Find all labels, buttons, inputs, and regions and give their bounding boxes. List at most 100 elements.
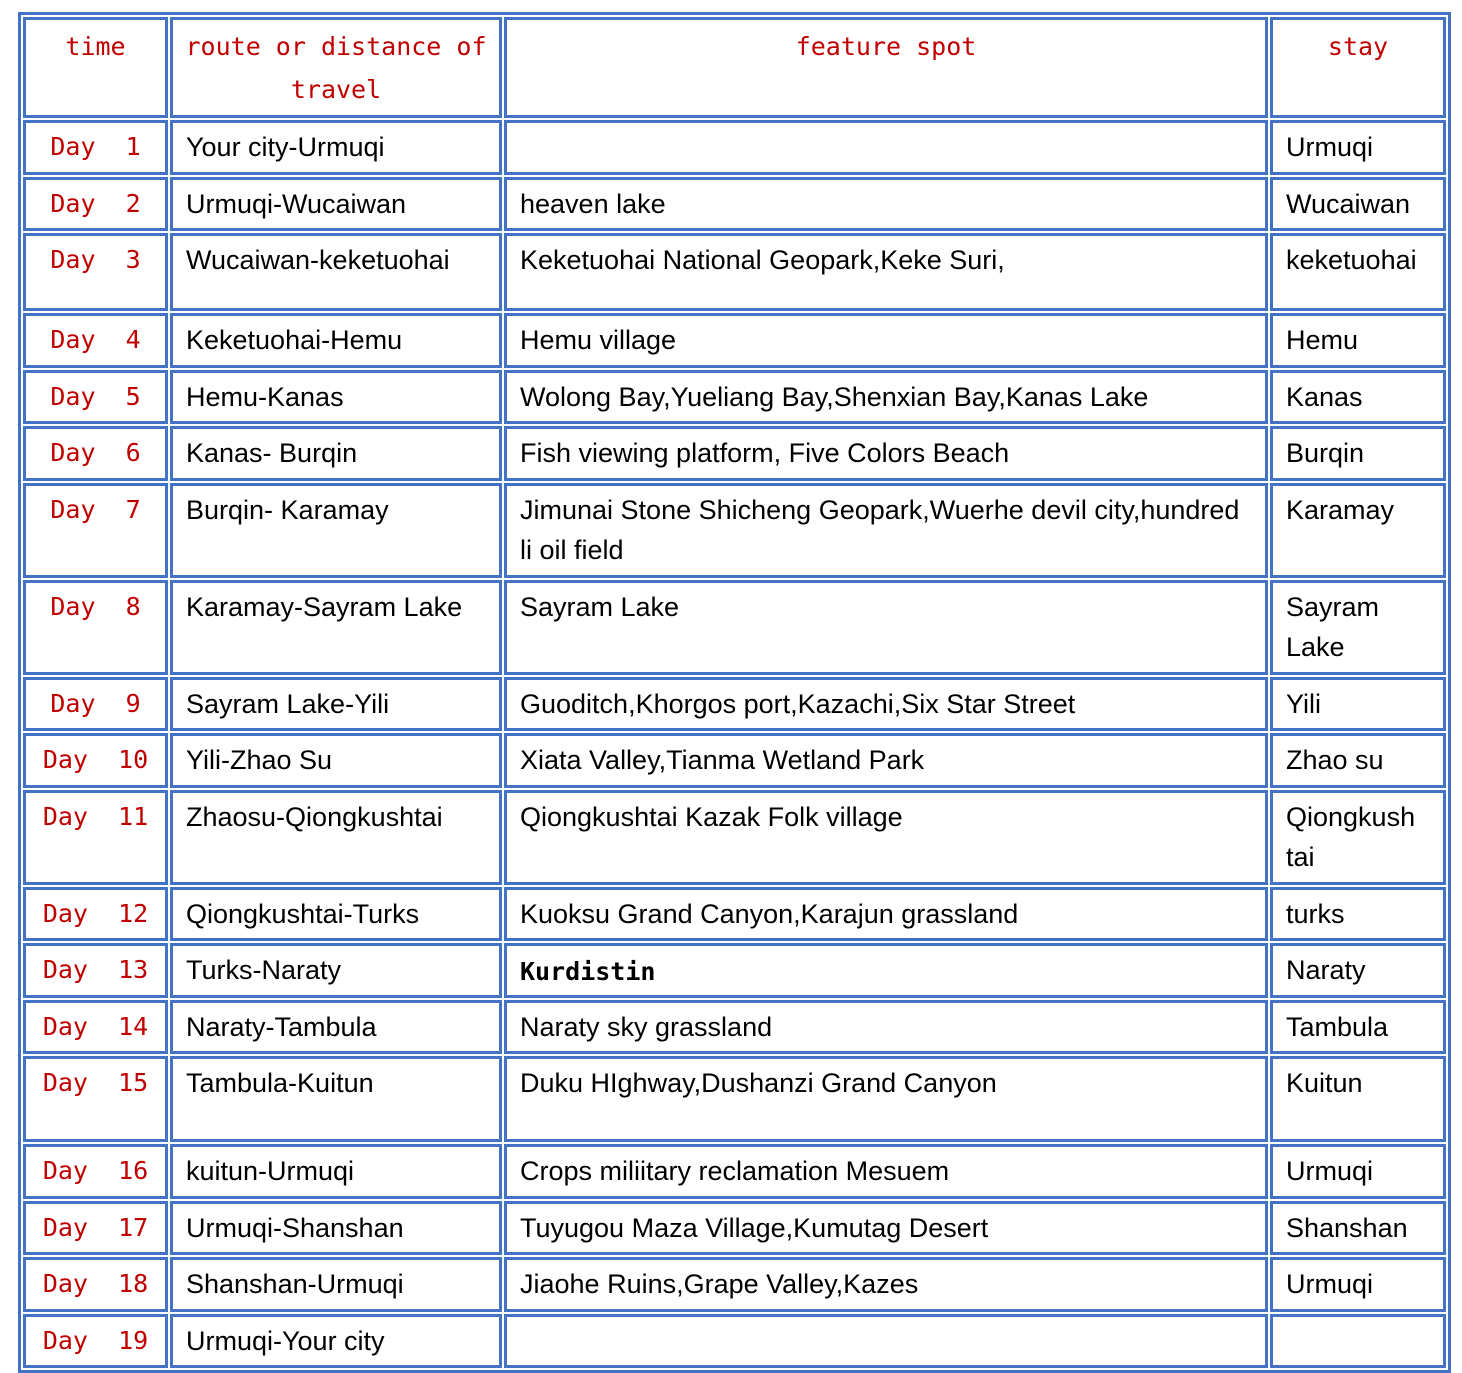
day-cell: Day 1 — [23, 120, 168, 175]
route-cell: Sayram Lake-Yili — [170, 676, 502, 731]
route-cell: Urmuqi-Shanshan — [170, 1200, 502, 1255]
stay-cell: Kuitun — [1270, 1056, 1446, 1142]
route-cell: Zhaosu-Qiongkushtai — [170, 789, 502, 885]
feature-cell: Wolong Bay,Yueliang Bay,Shenxian Bay,Kan… — [504, 369, 1268, 424]
itinerary-row-day-18: Day 18 Shanshan-Urmuqi Jiaohe Ruins,Grap… — [23, 1257, 1446, 1312]
feature-cell: Xiata Valley,Tianma Wetland Park — [504, 733, 1268, 788]
itinerary-row-day-4: Day 4 Keketuohai-Hemu Hemu village Hemu — [23, 313, 1446, 368]
day-cell: Day 3 — [23, 233, 168, 311]
itinerary-row-day-8: Day 8 Karamay-Sayram Lake Sayram Lake Sa… — [23, 579, 1446, 675]
day-cell: Day 13 — [23, 943, 168, 998]
route-cell: Burqin- Karamay — [170, 482, 502, 578]
route-cell: Kanas- Burqin — [170, 426, 502, 481]
stay-cell: keketuohai — [1270, 233, 1446, 311]
route-cell: Naraty-Tambula — [170, 999, 502, 1054]
stay-cell: Yili — [1270, 676, 1446, 731]
header-row: time route or distance of travel feature… — [23, 17, 1446, 118]
feature-cell — [504, 120, 1268, 175]
route-cell: Qiongkushtai-Turks — [170, 886, 502, 941]
itinerary-row-day-1: Day 1 Your city-Urmuqi Urmuqi — [23, 120, 1446, 175]
stay-cell: Sayram Lake — [1270, 579, 1446, 675]
stay-cell: Hemu — [1270, 313, 1446, 368]
stay-cell: Tambula — [1270, 999, 1446, 1054]
feature-cell: Duku HIghway,Dushanzi Grand Canyon — [504, 1056, 1268, 1142]
itinerary-row-day-19: Day 19 Urmuqi-Your city — [23, 1313, 1446, 1368]
feature-cell — [504, 1313, 1268, 1368]
time-column-header: time — [23, 17, 168, 118]
stay-cell: Urmuqi — [1270, 120, 1446, 175]
stay-cell: Kanas — [1270, 369, 1446, 424]
day-cell: Day 9 — [23, 676, 168, 731]
itinerary-row-day-14: Day 14 Naraty-Tambula Naraty sky grassla… — [23, 999, 1446, 1054]
stay-cell — [1270, 1313, 1446, 1368]
feature-cell: Guoditch,Khorgos port,Kazachi,Six Star S… — [504, 676, 1268, 731]
feature-cell: Keketuohai National Geopark,Keke Suri, — [504, 233, 1268, 311]
stay-cell: Shanshan — [1270, 1200, 1446, 1255]
day-cell: Day 15 — [23, 1056, 168, 1142]
stay-cell: Urmuqi — [1270, 1257, 1446, 1312]
stay-column-header: stay — [1270, 17, 1446, 118]
itinerary-row-day-17: Day 17 Urmuqi-Shanshan Tuyugou Maza Vill… — [23, 1200, 1446, 1255]
day-cell: Day 8 — [23, 579, 168, 675]
day-cell: Day 11 — [23, 789, 168, 885]
feature-cell: Sayram Lake — [504, 579, 1268, 675]
itinerary-row-day-6: Day 6 Kanas- Burqin Fish viewing platfor… — [23, 426, 1446, 481]
day-cell: Day 12 — [23, 886, 168, 941]
itinerary-row-day-12: Day 12 Qiongkushtai-Turks Kuoksu Grand C… — [23, 886, 1446, 941]
route-cell: Yili-Zhao Su — [170, 733, 502, 788]
stay-cell: Qiongkushtai — [1270, 789, 1446, 885]
route-cell: Keketuohai-Hemu — [170, 313, 502, 368]
itinerary-table: time route or distance of travel feature… — [18, 12, 1451, 1373]
feature-cell: Kurdistin — [504, 943, 1268, 998]
feature-cell: Fish viewing platform, Five Colors Beach — [504, 426, 1268, 481]
route-cell: Shanshan-Urmuqi — [170, 1257, 502, 1312]
feature-cell: Kuoksu Grand Canyon,Karajun grassland — [504, 886, 1268, 941]
itinerary-row-day-10: Day 10 Yili-Zhao Su Xiata Valley,Tianma … — [23, 733, 1446, 788]
stay-cell: Naraty — [1270, 943, 1446, 998]
itinerary-row-day-5: Day 5 Hemu-Kanas Wolong Bay,Yueliang Bay… — [23, 369, 1446, 424]
feature-cell: Naraty sky grassland — [504, 999, 1268, 1054]
day-cell: Day 19 — [23, 1313, 168, 1368]
itinerary-row-day-9: Day 9 Sayram Lake-Yili Guoditch,Khorgos … — [23, 676, 1446, 731]
itinerary-row-day-15: Day 15 Tambula-Kuitun Duku HIghway,Dusha… — [23, 1056, 1446, 1142]
stay-cell: Burqin — [1270, 426, 1446, 481]
route-cell: Karamay-Sayram Lake — [170, 579, 502, 675]
itinerary-row-day-2: Day 2 Urmuqi-Wucaiwan heaven lake Wucaiw… — [23, 176, 1446, 231]
stay-cell: Wucaiwan — [1270, 176, 1446, 231]
itinerary-row-day-16: Day 16 kuitun-Urmuqi Crops miliitary rec… — [23, 1144, 1446, 1199]
feature-cell: Qiongkushtai Kazak Folk village — [504, 789, 1268, 885]
route-cell: Hemu-Kanas — [170, 369, 502, 424]
day-cell: Day 17 — [23, 1200, 168, 1255]
day-cell: Day 6 — [23, 426, 168, 481]
day-cell: Day 2 — [23, 176, 168, 231]
day-cell: Day 16 — [23, 1144, 168, 1199]
feature-cell: Jimunai Stone Shicheng Geopark,Wuerhe de… — [504, 482, 1268, 578]
route-cell: Your city-Urmuqi — [170, 120, 502, 175]
feature-cell: Tuyugou Maza Village,Kumutag Desert — [504, 1200, 1268, 1255]
itinerary-row-day-11: Day 11 Zhaosu-Qiongkushtai Qiongkushtai … — [23, 789, 1446, 885]
route-cell: Tambula-Kuitun — [170, 1056, 502, 1142]
route-cell: Wucaiwan-keketuohai — [170, 233, 502, 311]
route-cell: Turks-Naraty — [170, 943, 502, 998]
itinerary-row-day-3: Day 3 Wucaiwan-keketuohai Keketuohai Nat… — [23, 233, 1446, 311]
day-cell: Day 14 — [23, 999, 168, 1054]
route-column-header: route or distance of travel — [170, 17, 502, 118]
itinerary-row-day-13: Day 13 Turks-Naraty Kurdistin Naraty — [23, 943, 1446, 998]
feature-cell: heaven lake — [504, 176, 1268, 231]
feature-cell: Hemu village — [504, 313, 1268, 368]
stay-cell: Karamay — [1270, 482, 1446, 578]
route-cell: Urmuqi-Your city — [170, 1313, 502, 1368]
day-cell: Day 10 — [23, 733, 168, 788]
day-cell: Day 18 — [23, 1257, 168, 1312]
route-cell: Urmuqi-Wucaiwan — [170, 176, 502, 231]
stay-cell: Zhao su — [1270, 733, 1446, 788]
route-cell: kuitun-Urmuqi — [170, 1144, 502, 1199]
feature-cell: Jiaohe Ruins,Grape Valley,Kazes — [504, 1257, 1268, 1312]
day-cell: Day 7 — [23, 482, 168, 578]
stay-cell: Urmuqi — [1270, 1144, 1446, 1199]
itinerary-row-day-7: Day 7 Burqin- Karamay Jimunai Stone Shic… — [23, 482, 1446, 578]
feature-column-header: feature spot — [504, 17, 1268, 118]
day-cell: Day 4 — [23, 313, 168, 368]
feature-cell: Crops miliitary reclamation Mesuem — [504, 1144, 1268, 1199]
